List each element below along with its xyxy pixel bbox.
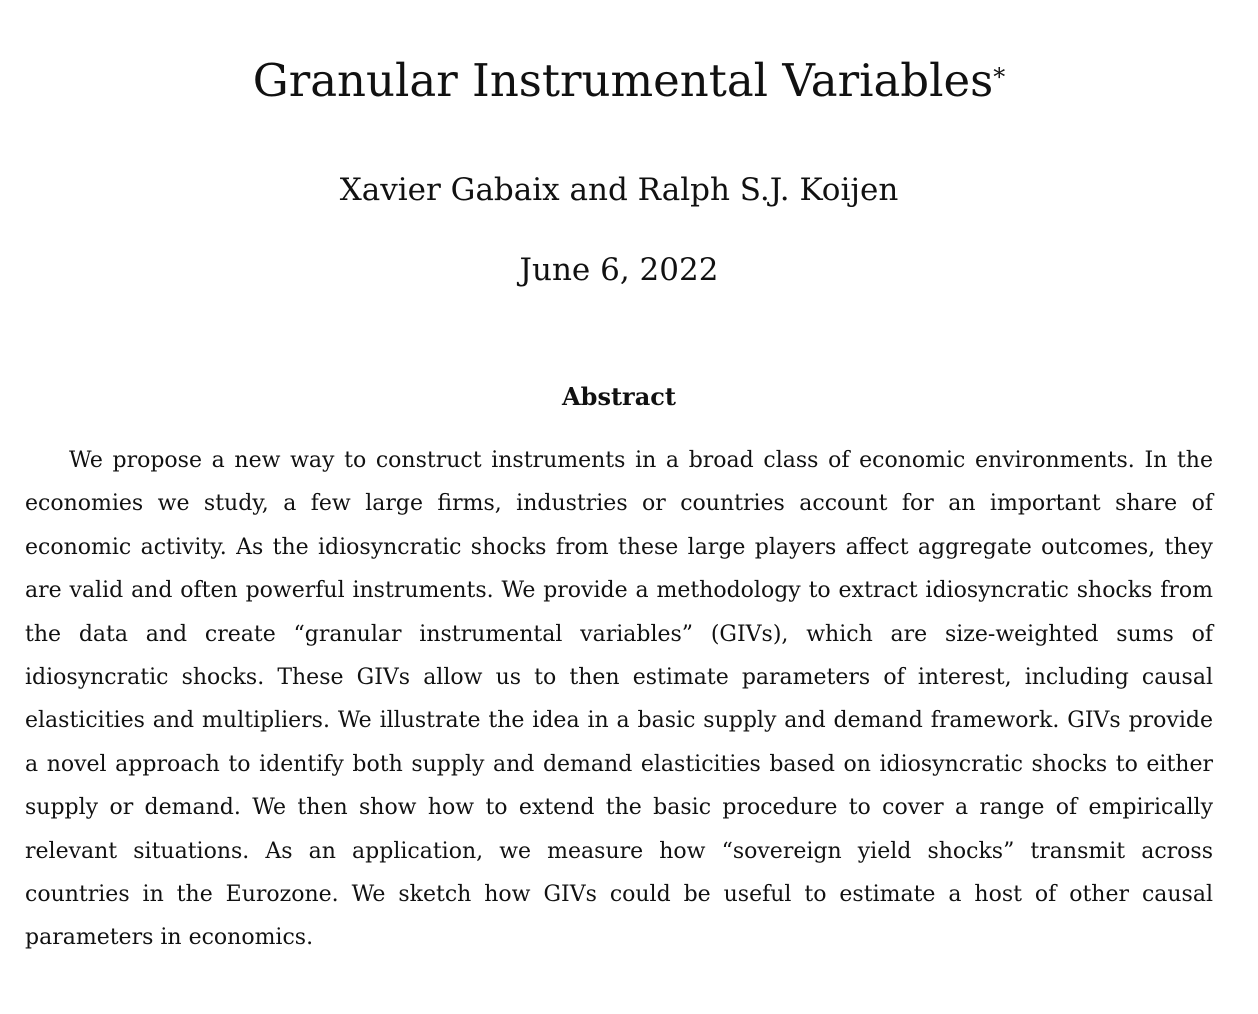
abstract-heading: Abstract	[562, 382, 676, 411]
paper-title-text: Granular Instrumental Variables	[252, 54, 994, 107]
paper-title: Granular Instrumental Variables*	[0, 50, 1258, 112]
paper-date: June 6, 2022	[519, 252, 719, 288]
paper-authors: Xavier Gabaix and Ralph S.J. Koijen	[339, 172, 899, 208]
title-footnote-mark[interactable]: *	[993, 63, 1006, 91]
abstract-body: We propose a new way to construct instru…	[25, 448, 1213, 951]
